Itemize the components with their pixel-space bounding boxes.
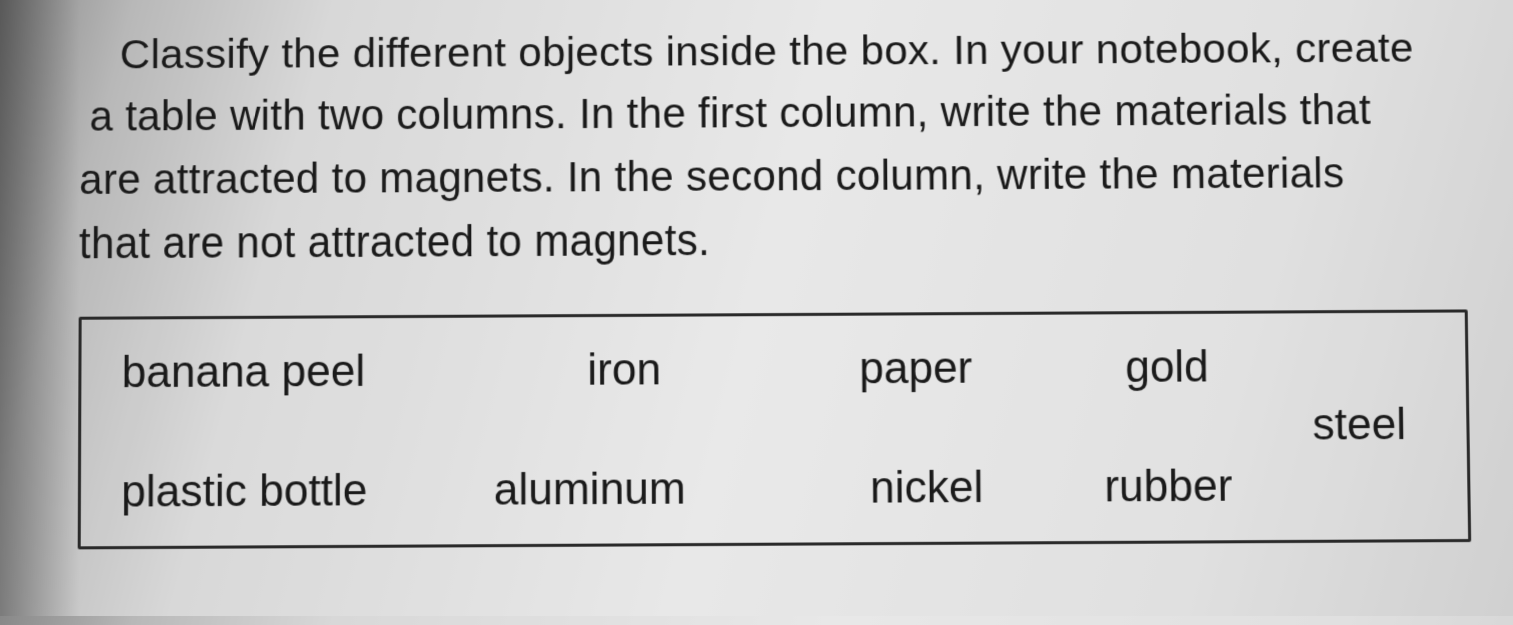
item-iron: iron: [483, 344, 765, 396]
item-rubber: rubber: [1067, 461, 1269, 513]
instruction-line-4: that are not attracted to magnets.: [79, 202, 1457, 276]
worksheet-page: Classify the different objects inside th…: [0, 0, 1513, 625]
instruction-paragraph: Classify the different objects inside th…: [49, 16, 1477, 276]
item-paper: paper: [765, 343, 1067, 395]
item-steel: steel: [1312, 400, 1406, 451]
item-aluminum: aluminum: [484, 464, 786, 516]
item-banana-peel: banana peel: [122, 346, 484, 398]
box-row-1: banana peel iron paper gold: [122, 341, 1426, 398]
box-row-2: plastic bottle aluminum nickel rubber: [121, 460, 1427, 518]
instruction-line-3: are attracted to magnets. In the second …: [79, 140, 1456, 212]
instruction-line-1: Classify the different objects inside th…: [80, 18, 1455, 85]
materials-box: banana peel iron paper gold steel plasti…: [78, 309, 1472, 549]
item-plastic-bottle: plastic bottle: [121, 465, 484, 518]
instruction-line-2: a table with two columns. In the first c…: [79, 77, 1455, 147]
box-row-steel: steel: [121, 399, 1426, 456]
item-gold: gold: [1066, 342, 1268, 394]
item-nickel: nickel: [786, 462, 1068, 514]
